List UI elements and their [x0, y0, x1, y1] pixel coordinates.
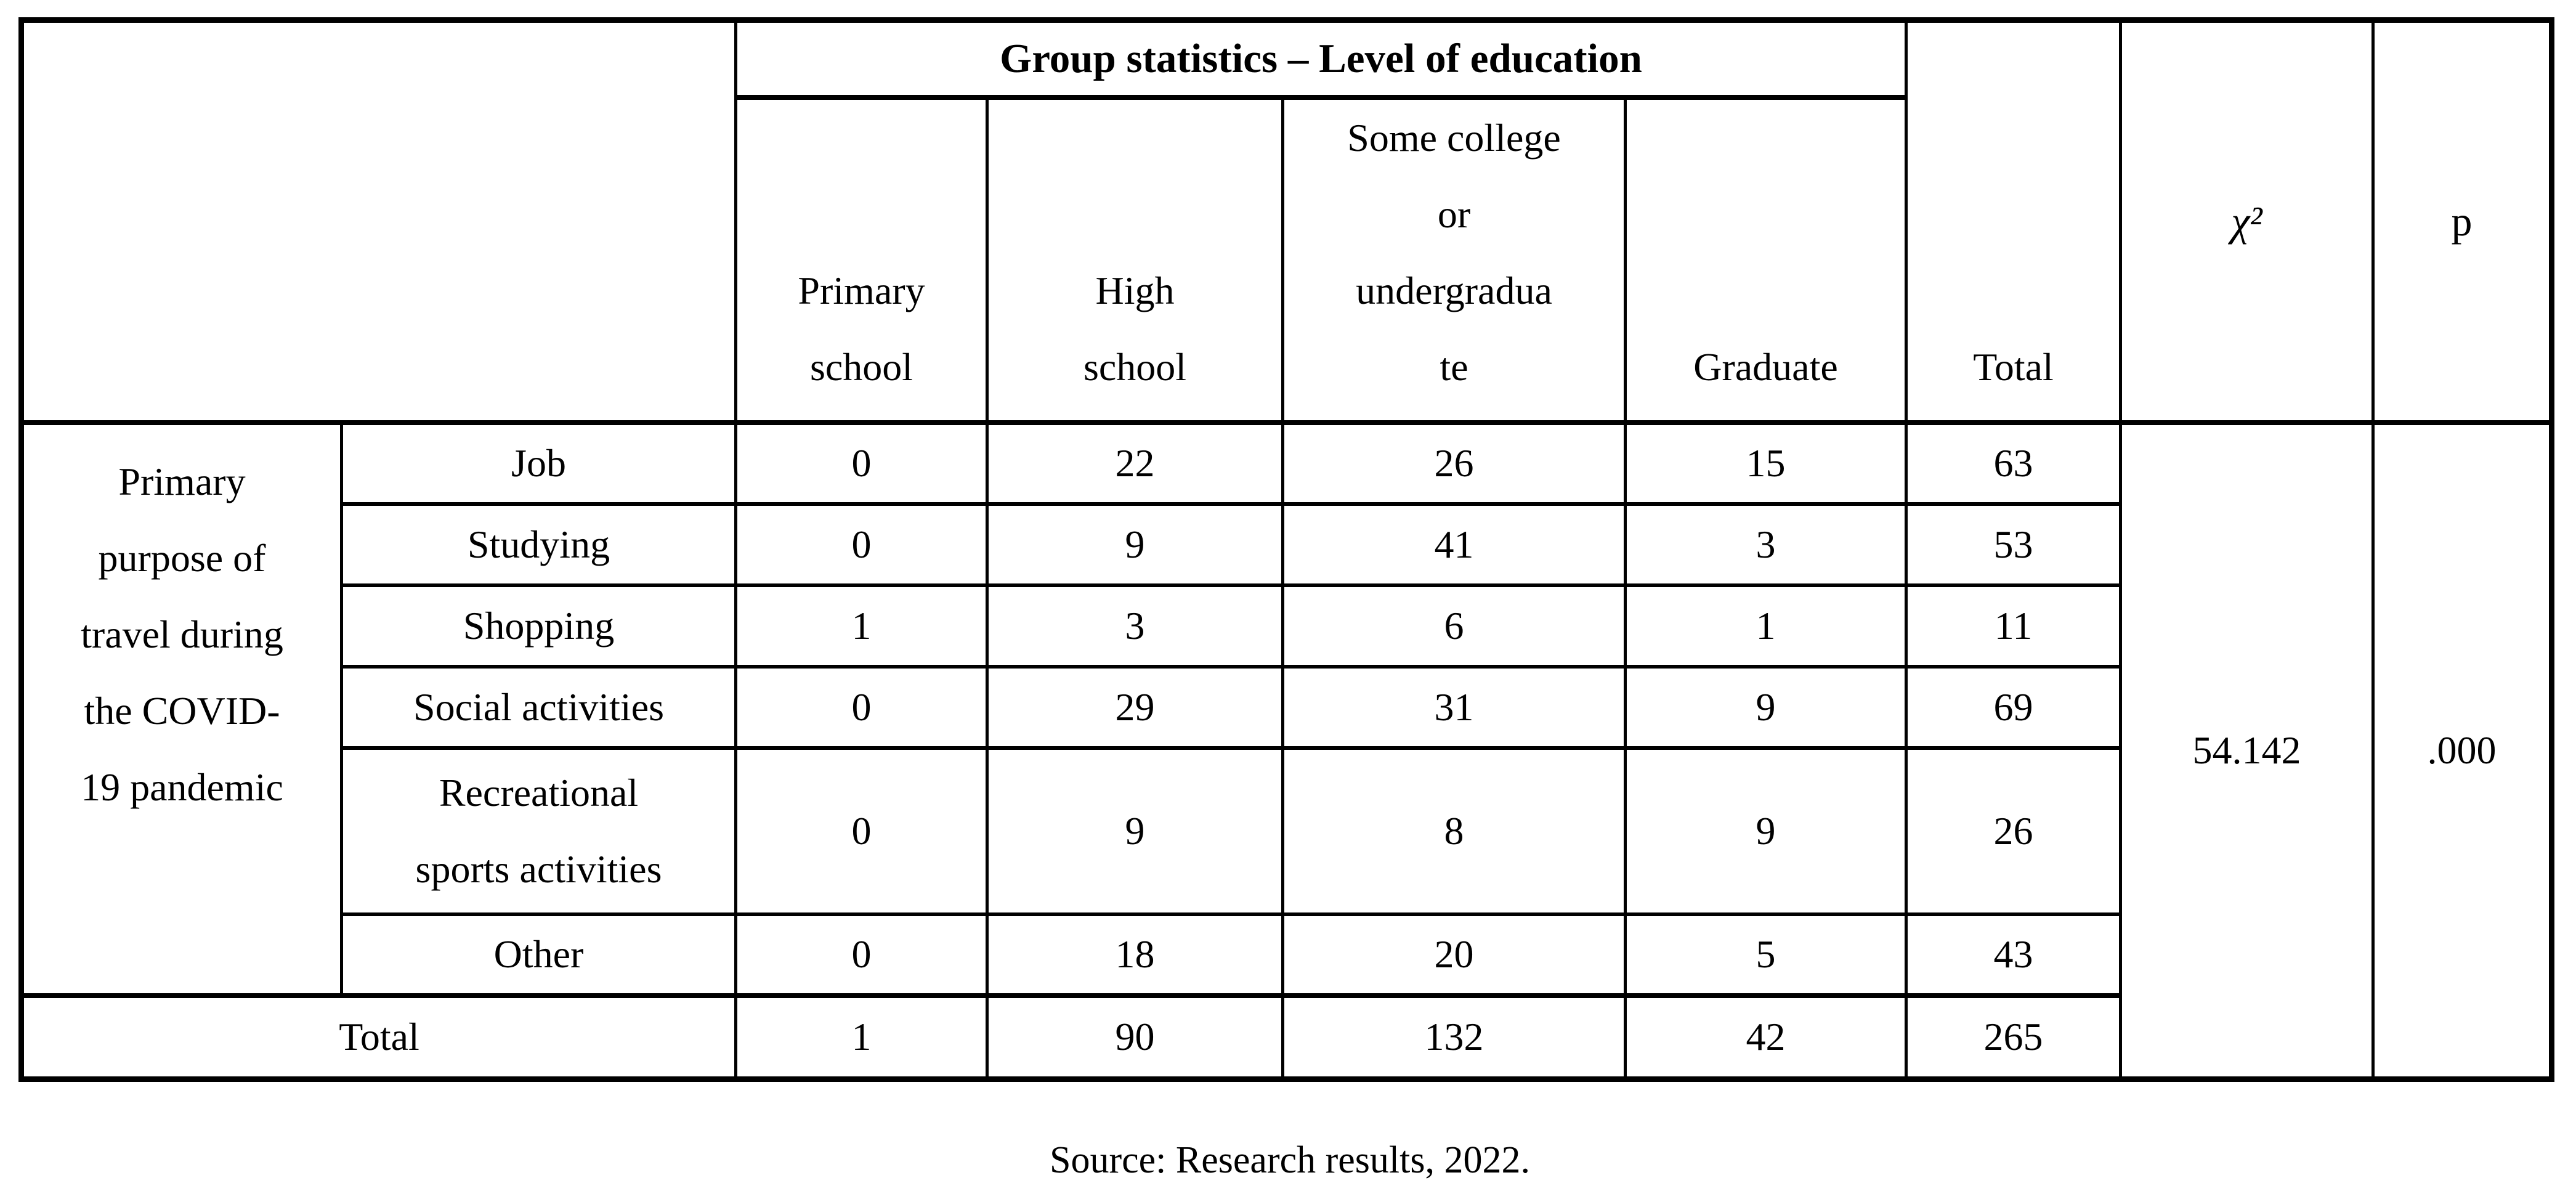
value-cell: 265 [1905, 993, 2122, 1081]
col-header-graduate: Graduate [1624, 95, 1908, 425]
value-cell: 3 [986, 583, 1284, 669]
p-value: .000 [2371, 420, 2553, 1081]
value-cell: 0 [734, 420, 989, 506]
value-cell: 15 [1624, 420, 1908, 506]
value-cell: 18 [986, 912, 1284, 998]
chi-square-value: 54.142 [2119, 420, 2375, 1081]
row-label-other: Other [340, 912, 737, 998]
value-cell: 0 [734, 664, 989, 750]
value-cell: 31 [1281, 664, 1627, 750]
group-header: Group statistics – Level of education [734, 18, 1908, 100]
row-label-recreational-sports: Recreational sports activities [340, 746, 737, 916]
value-cell: 9 [986, 746, 1284, 916]
value-cell: 3 [1624, 502, 1908, 587]
corner-empty-cell [20, 18, 737, 425]
value-cell: 1 [734, 583, 989, 669]
source-note: Source: Research results, 2022. [1050, 1139, 1530, 1181]
group-statistics-table: Group statistics – Level of education To… [18, 17, 2554, 1082]
value-cell: 41 [1281, 502, 1627, 587]
row-label-job: Job [340, 420, 737, 506]
value-cell: 43 [1905, 912, 2122, 998]
value-cell: 69 [1905, 664, 2122, 750]
value-cell: 9 [986, 502, 1284, 587]
value-cell: 9 [1624, 746, 1908, 916]
col-header-total: Total [1905, 18, 2122, 425]
value-cell: 42 [1624, 993, 1908, 1081]
purpose-group-label: Primary purpose of travel during the COV… [20, 420, 343, 998]
stats-table-container: Group statistics – Level of education To… [18, 17, 2554, 1082]
p-header: p [2371, 18, 2553, 425]
value-cell: 63 [1905, 420, 2122, 506]
value-cell: 132 [1281, 993, 1627, 1081]
row-label-social-activities: Social activities [340, 664, 737, 750]
value-cell: 26 [1905, 746, 2122, 916]
value-cell: 6 [1281, 583, 1627, 669]
value-cell: 8 [1281, 746, 1627, 916]
value-cell: 29 [986, 664, 1284, 750]
value-cell: 0 [734, 502, 989, 587]
value-cell: 11 [1905, 583, 2122, 669]
value-cell: 20 [1281, 912, 1627, 998]
col-header-high-school: High school [986, 95, 1284, 425]
value-cell: 5 [1624, 912, 1908, 998]
value-cell: 1 [1624, 583, 1908, 669]
value-cell: 1 [734, 993, 989, 1081]
value-cell: 0 [734, 912, 989, 998]
col-header-some-college: Some college or undergradua te [1281, 95, 1627, 425]
value-cell: 0 [734, 746, 989, 916]
total-row-label: Total [20, 993, 737, 1081]
chi-square-header: χ² [2119, 18, 2375, 425]
value-cell: 90 [986, 993, 1284, 1081]
value-cell: 53 [1905, 502, 2122, 587]
col-header-primary-school: Primary school [734, 95, 989, 425]
row-label-shopping: Shopping [340, 583, 737, 669]
value-cell: 26 [1281, 420, 1627, 506]
value-cell: 9 [1624, 664, 1908, 750]
row-label-studying: Studying [340, 502, 737, 587]
value-cell: 22 [986, 420, 1284, 506]
